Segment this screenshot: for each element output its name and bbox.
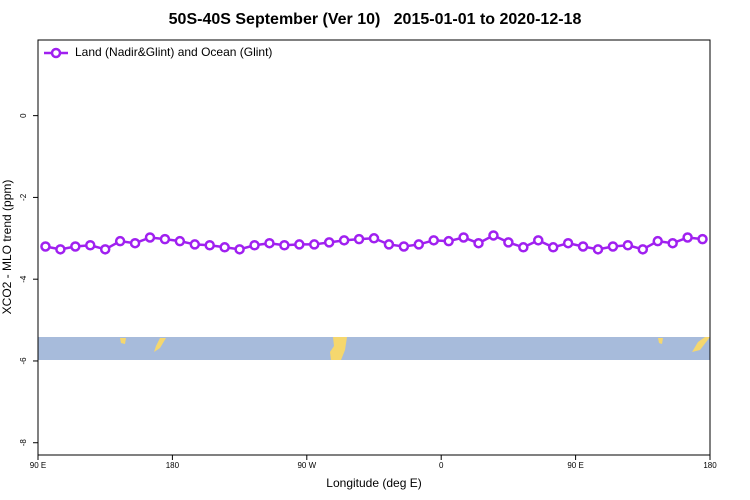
data-point [383,239,395,250]
x-tick-label: 180 [703,461,717,470]
data-point [503,237,514,248]
data-point [682,232,693,243]
legend-label: Land (Nadir&Glint) and Ocean (Glint) [75,45,272,59]
x-axis-label: Longitude (deg E) [326,476,421,490]
ocean-band [38,337,710,360]
plot-frame [37,39,711,456]
data-point [398,241,410,252]
data-point [144,232,156,243]
land [692,337,710,352]
data-point [652,235,663,247]
land [120,338,126,344]
data-point [99,244,111,255]
data-point [473,237,484,249]
x-tick-label: 90 E [567,461,583,470]
x-tick-label: 0 [439,461,444,470]
data-point [547,242,559,253]
data-point [413,239,425,250]
data-point [174,235,186,247]
data-point [159,233,171,245]
x-tick-label: 180 [166,461,180,470]
data-point [70,241,81,252]
map-band [38,337,710,360]
data-point [667,237,678,249]
data-point [488,230,499,241]
data-point [592,244,604,255]
data-point [279,240,290,251]
data-point [234,244,245,255]
data-point [40,241,51,252]
data-point [129,237,141,249]
y-tick-label: -6 [19,357,28,365]
data-point [294,239,305,250]
data-point [353,233,365,245]
data-point [309,239,320,250]
y-tick-label: -8 [19,439,28,447]
chart-title: 50S-40S September (Ver 10) 2015-01-01 to… [169,11,582,28]
data-point [577,241,589,252]
data-point [607,241,619,252]
data-point [264,237,275,249]
y-axis-label: XCO2 - MLO trend (ppm) [0,180,14,315]
y-tick-label: 0 [19,113,28,118]
data-point [518,242,529,253]
y-tick-label: -2 [19,193,28,201]
data-point [204,240,215,251]
data-point [533,235,544,246]
y-tick-label: -4 [19,275,28,283]
data-point [637,244,649,255]
x-tick-label: 90 W [297,461,316,470]
data-point [189,239,201,250]
land [658,338,663,344]
x-tick-label: 90 E [30,461,46,470]
data-point [55,244,66,255]
data-point [622,240,634,251]
data-point [85,240,96,251]
data-point [323,237,335,248]
land [330,337,347,360]
land [154,338,166,352]
data-point [368,233,380,244]
data-point [338,235,350,246]
data-point [219,242,230,253]
data-point [428,235,439,246]
data-point [458,232,469,243]
legend-marker [50,47,62,59]
data-point [443,235,454,247]
data-point [562,237,574,249]
data-point [249,240,260,251]
data-point [114,235,126,247]
data-point [697,233,708,245]
